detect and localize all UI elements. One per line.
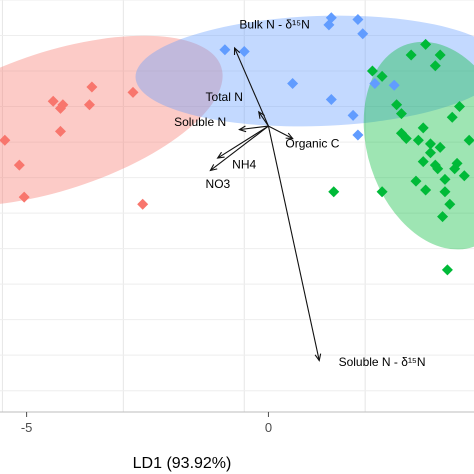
loading-arrowhead — [238, 125, 247, 133]
data-point — [400, 133, 412, 145]
loading-label: Organic C — [285, 136, 339, 150]
data-point — [54, 125, 66, 137]
data-point — [453, 101, 465, 113]
data-point — [410, 175, 422, 187]
data-point — [439, 186, 451, 198]
data-point — [323, 19, 335, 31]
data-point — [347, 109, 359, 121]
data-point — [83, 99, 95, 111]
loading-label: NO3 — [206, 177, 231, 191]
data-point — [432, 163, 444, 175]
data-point — [437, 211, 449, 223]
x-tick-label: -5 — [21, 420, 33, 435]
data-point — [352, 129, 364, 141]
loading-label: Soluble N — [174, 115, 226, 129]
data-point — [458, 170, 470, 182]
data-point — [439, 173, 451, 185]
group-ellipse-1 — [0, 35, 223, 206]
data-point — [420, 38, 432, 50]
data-point — [417, 156, 429, 168]
data-point — [366, 65, 378, 77]
data-point — [388, 79, 400, 91]
data-point — [328, 186, 340, 198]
data-point — [395, 108, 407, 120]
data-point — [287, 77, 299, 89]
data-point — [424, 138, 436, 150]
loading-arrowhead — [285, 132, 294, 140]
group-ellipse-2 — [135, 15, 474, 127]
x-axis-ticks: -5 0 — [21, 412, 272, 435]
data-point — [444, 198, 456, 210]
data-point — [417, 122, 429, 134]
loading-arrow — [234, 47, 269, 127]
data-point — [463, 134, 474, 146]
loading-arrowhead — [258, 110, 266, 119]
data-point — [137, 198, 149, 210]
data-point — [352, 14, 364, 26]
loading-vectors: Bulk N - δ¹⁵N Total N Soluble N Organic C NH… — [174, 17, 425, 368]
x-axis-title: LD1 (93.92%) — [133, 455, 232, 472]
loading-arrowhead — [233, 46, 241, 55]
data-point — [420, 184, 432, 196]
loading-label: Soluble N - δ¹⁵N — [339, 355, 426, 369]
x-tick-label: 0 — [265, 420, 272, 435]
data-point — [424, 147, 436, 159]
data-point — [405, 49, 417, 61]
loading-arrow — [217, 125, 269, 159]
data-point — [376, 186, 388, 198]
loading-label: Total N — [206, 90, 243, 104]
data-point — [325, 93, 337, 105]
data-point — [13, 159, 25, 171]
data-point — [0, 134, 11, 146]
data-point — [86, 81, 98, 93]
data-point — [47, 95, 59, 107]
data-point — [54, 102, 66, 114]
loading-arrow — [239, 125, 269, 131]
loading-arrow — [258, 111, 269, 127]
data-point — [127, 86, 139, 98]
data-point — [357, 28, 369, 40]
data-point — [434, 49, 446, 61]
data-point — [441, 264, 453, 276]
loading-label: Bulk N - δ¹⁵N — [239, 17, 309, 31]
loading-arrowhead — [209, 164, 218, 172]
data-point — [429, 60, 441, 72]
loading-arrowhead — [216, 151, 225, 159]
data-point — [238, 46, 250, 57]
loading-label: NH4 — [232, 158, 256, 172]
data-point — [449, 163, 461, 175]
data-point — [412, 134, 424, 146]
data-point — [18, 191, 30, 203]
plot-panel — [0, 0, 474, 418]
data-points — [0, 12, 474, 276]
data-point — [376, 70, 388, 82]
loading-arrow — [267, 125, 320, 361]
data-point — [446, 111, 458, 123]
axis-area — [0, 412, 474, 474]
data-point — [391, 99, 403, 111]
data-point — [434, 141, 446, 153]
data-point — [369, 77, 381, 89]
loading-arrow — [268, 125, 293, 140]
loading-arrowhead — [314, 353, 322, 362]
data-point — [219, 44, 231, 56]
grid-lines — [0, 0, 474, 412]
loading-arrow — [210, 125, 269, 171]
